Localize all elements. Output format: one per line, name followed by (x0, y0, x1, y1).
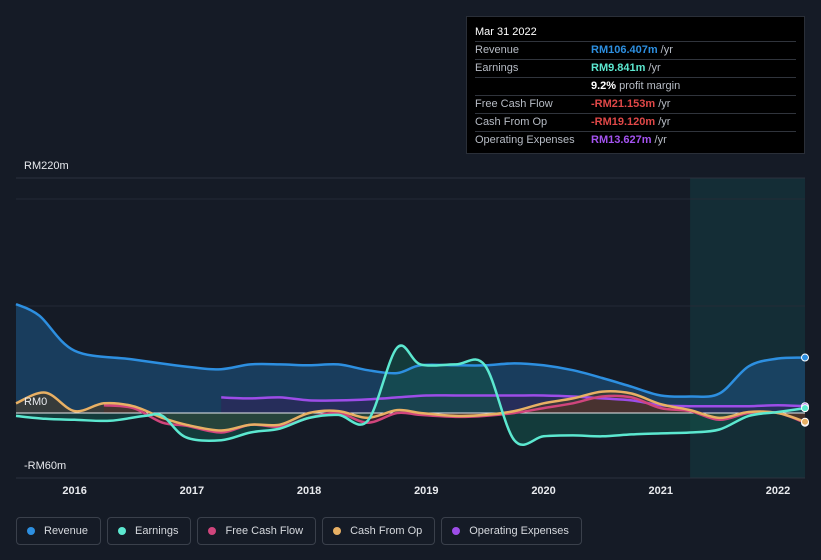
tooltip-row-label (475, 78, 591, 95)
tooltip-row-value: RM13.627m (591, 134, 652, 146)
tooltip-row-label: Cash From Op (475, 116, 548, 128)
end-point-revenue (801, 353, 809, 362)
end-point-earnings (801, 404, 809, 413)
tooltip-row-unit: /yr (658, 98, 671, 110)
line-cash-from-op (15, 390, 806, 432)
forecast-region (690, 178, 805, 478)
legend-label: Revenue (44, 525, 89, 537)
tooltip-rows: Revenue RM106.407m/yr Earnings RM9.841m/yr 9… (475, 42, 796, 149)
tooltip-row: Revenue RM106.407m/yr (475, 42, 796, 60)
legend-label: Operating Expenses (469, 525, 569, 537)
legend-dot-icon (27, 527, 35, 535)
x-tick-label: 2020 (531, 485, 556, 497)
legend-dot-icon (452, 527, 461, 535)
tooltip-row: Earnings RM9.841m/yr (475, 60, 796, 78)
legend: Revenue Earnings Free Cash Flow Cash From O… (16, 517, 582, 545)
tooltip-row: Cash From Op -RM19.120m/yr (475, 114, 796, 132)
line-earnings (15, 344, 806, 446)
tooltip-row-label: Free Cash Flow (475, 98, 553, 110)
y-label-zero: RM0 (24, 396, 48, 408)
legend-label: Earnings (135, 525, 179, 537)
tooltip-row: Free Cash Flow -RM21.153m/yr (475, 96, 796, 114)
legend-item-operating-expenses[interactable]: Operating Expenses (441, 517, 582, 545)
tooltip-date: Mar 31 2022 (475, 23, 796, 42)
tooltip-row-value: RM106.407m (591, 44, 658, 56)
x-tick-label: 2021 (648, 485, 674, 497)
legend-dot-icon (118, 527, 127, 535)
legend-label: Free Cash Flow (225, 525, 304, 537)
legend-label: Cash From Op (350, 525, 423, 537)
x-tick-label: 2017 (179, 485, 205, 497)
tooltip-row-value: -RM21.153m (591, 98, 656, 110)
end-point-cash-from-op (801, 417, 809, 426)
legend-item-earnings[interactable]: Earnings (107, 517, 192, 545)
x-tick-label: 2022 (765, 485, 791, 497)
tooltip-row-label: Operating Expenses (475, 134, 575, 146)
tooltip-row-unit: profit margin (619, 80, 681, 92)
x-tick-label: 2016 (62, 485, 87, 497)
legend-dot-icon (333, 527, 342, 535)
tooltip-row: Operating Expenses RM13.627m/yr (475, 132, 796, 149)
legend-item-cash-from-op[interactable]: Cash From Op (322, 517, 436, 545)
tooltip-panel: Mar 31 2022 Revenue RM106.407m/yr Earnings… (466, 16, 805, 154)
tooltip-row: 9.2% profit margin (475, 78, 796, 96)
tooltip-row-unit: /yr (648, 62, 661, 74)
area-revenue (16, 304, 805, 413)
tooltip-row-value: RM9.841m (591, 62, 646, 74)
legend-item-revenue[interactable]: Revenue (16, 517, 102, 545)
tooltip-row-unit: /yr (660, 44, 673, 56)
legend-dot-icon (208, 527, 217, 535)
x-tick-label: 2018 (296, 485, 322, 497)
tooltip-row-unit: /yr (654, 134, 667, 146)
y-label-top: RM220m (24, 160, 69, 172)
tooltip-row-value: -RM19.120m (591, 116, 656, 128)
y-label-bottom: -RM60m (24, 460, 67, 472)
tooltip-row-unit: /yr (658, 116, 671, 128)
tooltip-row-label: Revenue (475, 44, 520, 56)
line-operating-expenses (221, 394, 806, 408)
legend-item-free-cash-flow[interactable]: Free Cash Flow (197, 517, 317, 545)
tooltip-row-value: 9.2% (591, 80, 617, 92)
tooltip-row-label: Earnings (475, 62, 519, 74)
x-tick-label: 2019 (414, 485, 439, 497)
